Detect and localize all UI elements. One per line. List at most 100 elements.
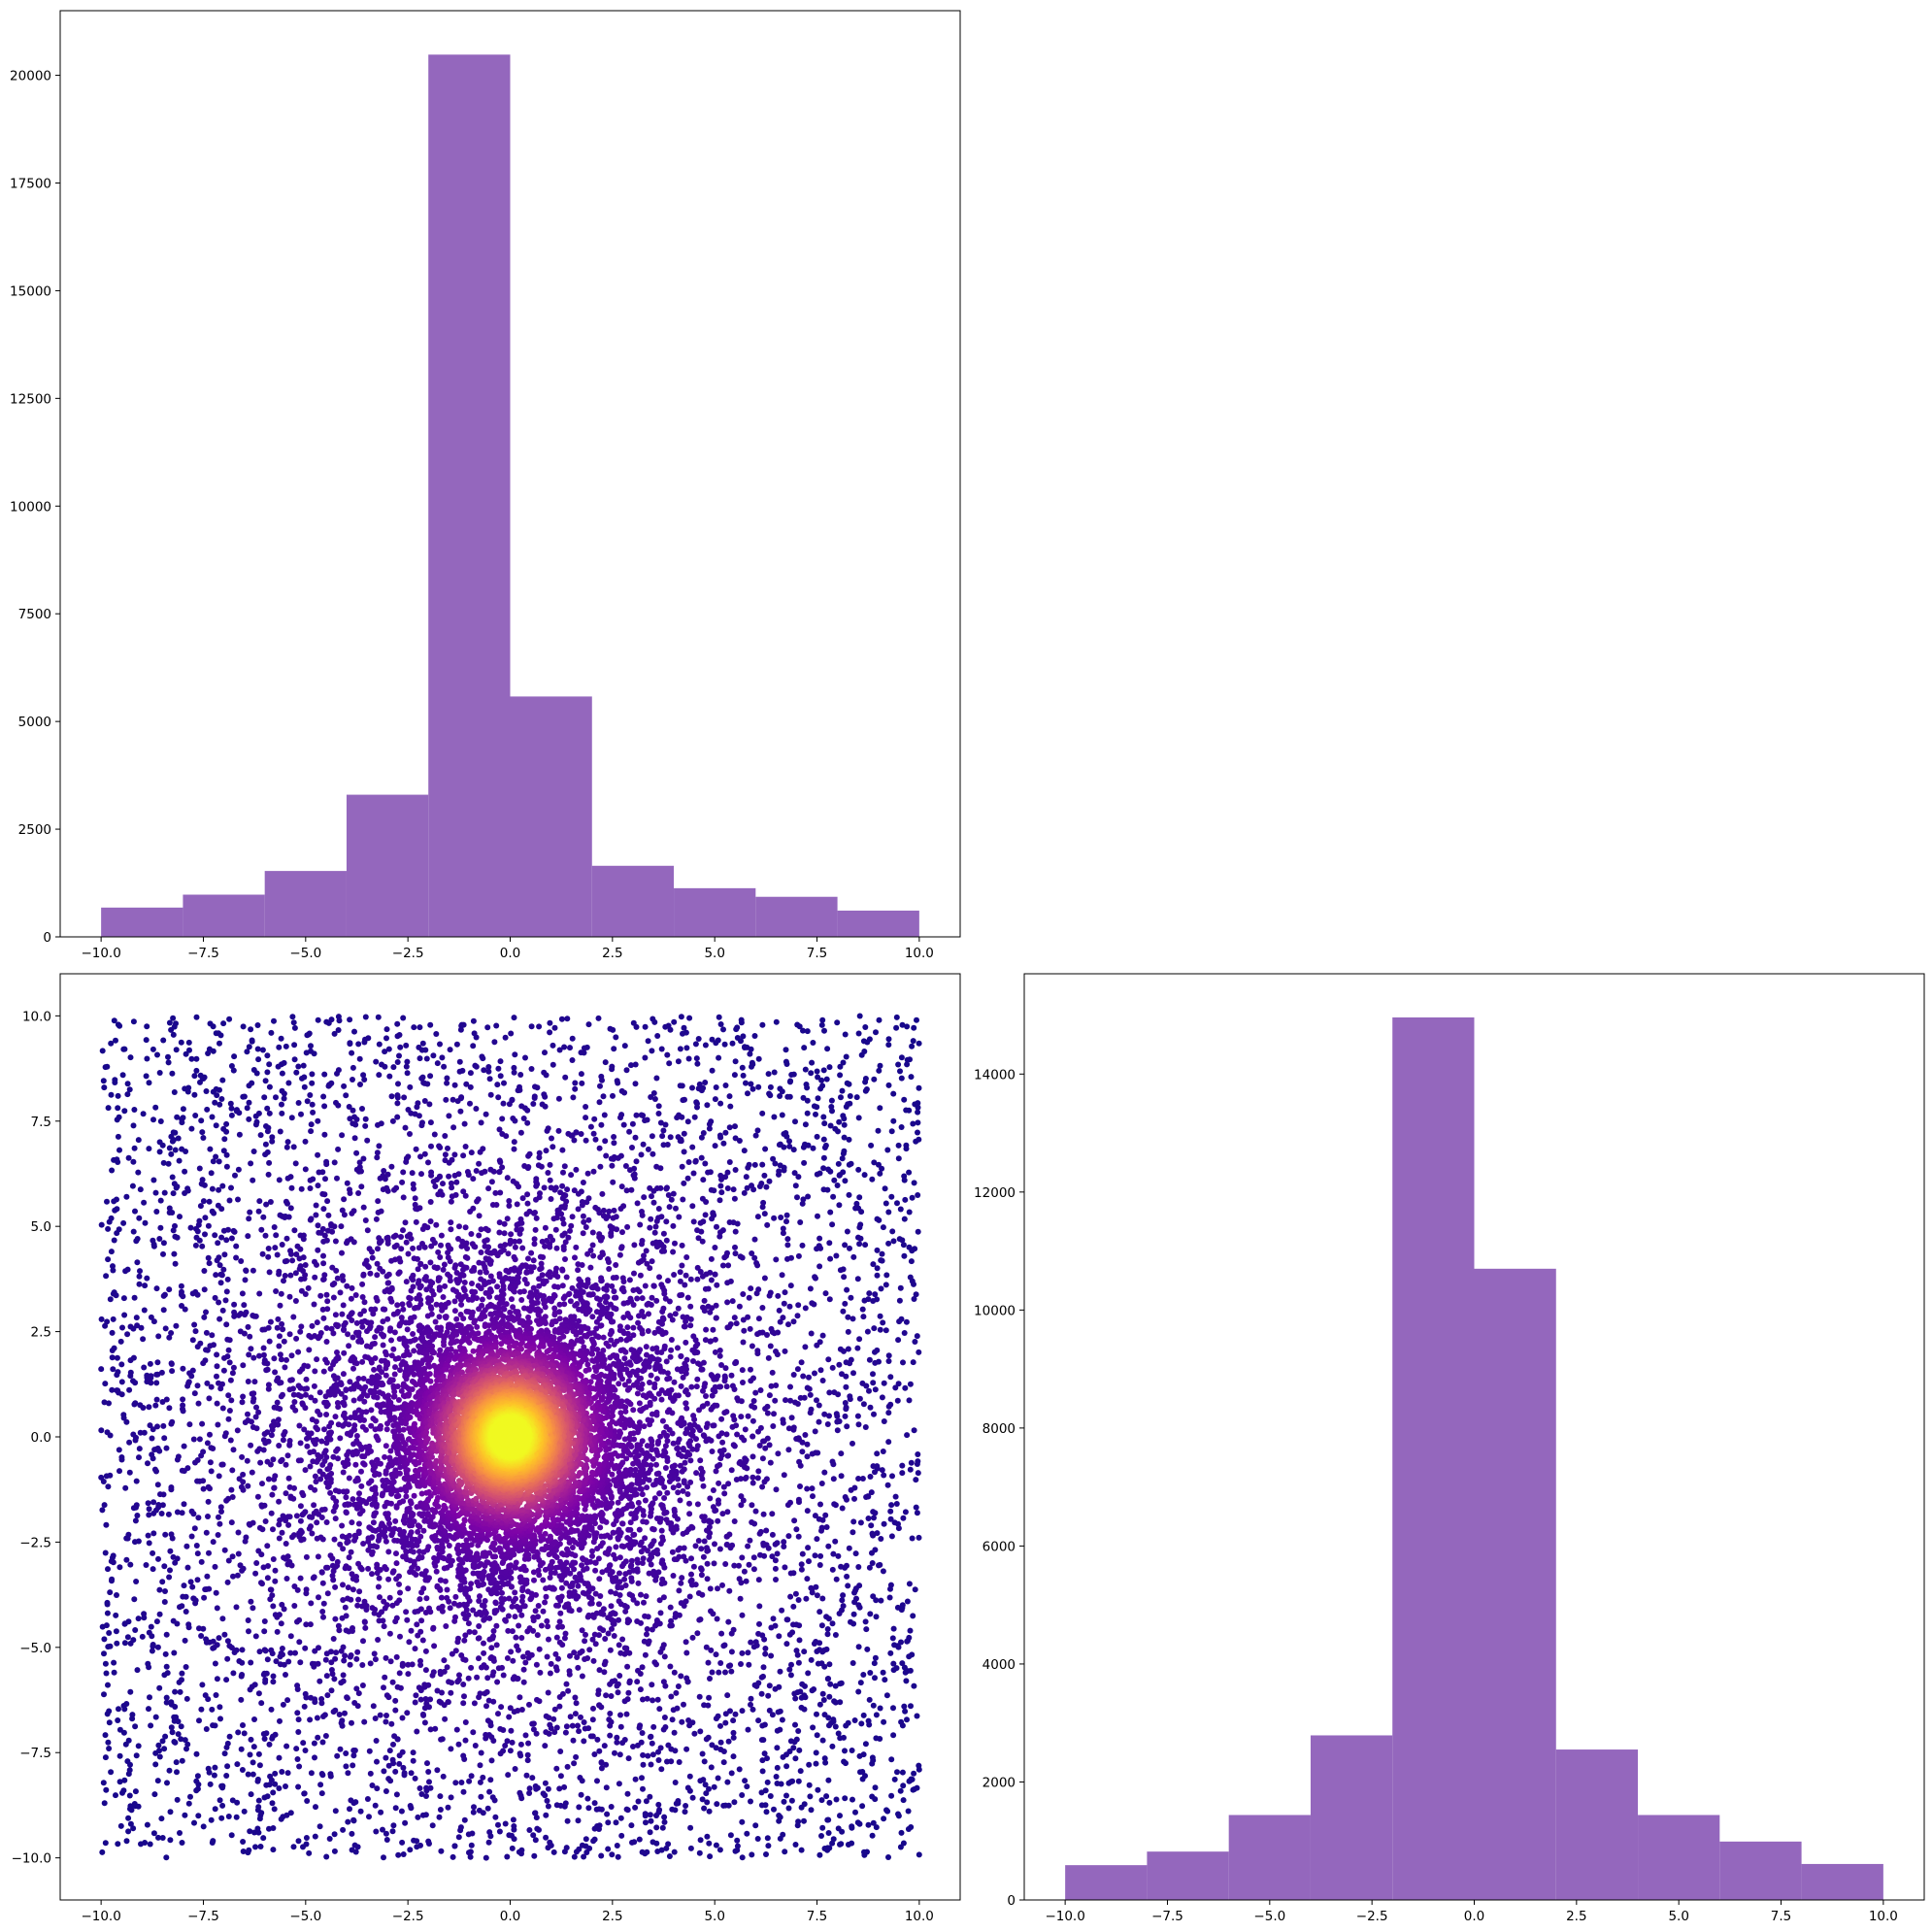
- scatter-point: [313, 1418, 319, 1425]
- scatter-point: [877, 1105, 883, 1112]
- scatter-point: [361, 1299, 368, 1306]
- scatter-point: [883, 1692, 890, 1699]
- scatter-point: [267, 1461, 274, 1468]
- scatter-point: [914, 1333, 920, 1340]
- scatter-point: [313, 1202, 319, 1209]
- scatter-point: [318, 1515, 325, 1520]
- scatter-point: [830, 1550, 837, 1557]
- scatter-point: [827, 1122, 834, 1129]
- scatter-point: [844, 1080, 850, 1086]
- scatter-point: [727, 1103, 734, 1110]
- scatter-point: [649, 1133, 655, 1140]
- scatter-point: [401, 1770, 408, 1777]
- scatter-point: [107, 1472, 114, 1479]
- scatter-point: [701, 1297, 708, 1304]
- scatter-point: [217, 1262, 223, 1269]
- scatter-point: [537, 1669, 544, 1676]
- scatter-point: [370, 1703, 377, 1710]
- scatter-point: [462, 1224, 469, 1231]
- scatter-point: [301, 1074, 308, 1081]
- scatter-point: [107, 1432, 114, 1439]
- scatter-point: [130, 1354, 137, 1361]
- scatter-point: [624, 1616, 631, 1623]
- scatter-point: [697, 1728, 704, 1735]
- scatter-point: [784, 1242, 791, 1249]
- scatter-point: [440, 1773, 447, 1780]
- scatter-point: [488, 1757, 495, 1764]
- scatter-point: [246, 1351, 252, 1358]
- scatter-point: [428, 1243, 435, 1249]
- scatter-point: [796, 1637, 803, 1644]
- scatter-point: [473, 1034, 480, 1041]
- scatter-point: [903, 1318, 910, 1325]
- scatter-point: [394, 1020, 401, 1027]
- scatter-point: [694, 1227, 701, 1234]
- scatter-point: [834, 1427, 841, 1434]
- scatter-point: [772, 1565, 779, 1572]
- scatter-point: [270, 1847, 277, 1853]
- scatter-point: [707, 1309, 714, 1316]
- scatter-point: [330, 1294, 337, 1301]
- scatter-point: [589, 1716, 596, 1723]
- scatter-point: [169, 1418, 176, 1425]
- scatter-point: [146, 1540, 152, 1547]
- scatter-point: [759, 1305, 766, 1311]
- scatter-point: [453, 1179, 460, 1185]
- scatter-point: [262, 1677, 269, 1683]
- scatter-point: [152, 1761, 159, 1768]
- scatter-point: [234, 1572, 241, 1579]
- scatter-point: [681, 1149, 687, 1155]
- scatter-point: [347, 1661, 353, 1668]
- scatter-point: [573, 1700, 580, 1707]
- scatter-point: [304, 1443, 311, 1449]
- scatter-point: [203, 1529, 210, 1536]
- scatter-point: [207, 1781, 214, 1787]
- scatter-point: [656, 1274, 662, 1281]
- scatter-point: [194, 1291, 201, 1298]
- scatter-point: [630, 1744, 636, 1749]
- scatter-point: [125, 1531, 132, 1538]
- scatter-point: [254, 1825, 261, 1832]
- scatter-point: [676, 1587, 683, 1594]
- scatter-point: [847, 1093, 853, 1099]
- scatter-point: [543, 1072, 550, 1079]
- scatter-point: [642, 1811, 649, 1817]
- scatter-point: [800, 1144, 807, 1150]
- scatter-point: [754, 1836, 761, 1842]
- scatter-point: [109, 1576, 116, 1582]
- scatter-point: [485, 1185, 492, 1192]
- scatter-point: [782, 1348, 788, 1354]
- scatter-point: [248, 1598, 254, 1605]
- scatter-point: [280, 1651, 285, 1658]
- scatter-point: [102, 1549, 109, 1556]
- scatter-point: [291, 1399, 298, 1405]
- scatter-point: [206, 1585, 213, 1592]
- scatter-point: [439, 1054, 446, 1061]
- scatter-point: [754, 1475, 761, 1482]
- scatter-point: [353, 1149, 360, 1156]
- scatter-point: [276, 1754, 283, 1761]
- scatter-point: [216, 1158, 222, 1165]
- scatter-point: [173, 1714, 180, 1720]
- scatter-point: [900, 1359, 906, 1366]
- scatter-point: [422, 1648, 429, 1654]
- scatter-point: [634, 1618, 641, 1624]
- scatter-point: [700, 1387, 706, 1394]
- scatter-point: [752, 1822, 759, 1829]
- scatter-point: [345, 1818, 351, 1825]
- scatter-point: [510, 1816, 516, 1823]
- scatter-point: [219, 1405, 226, 1412]
- scatter-point: [270, 1526, 276, 1533]
- scatter-point: [104, 1318, 111, 1325]
- scatter-point: [806, 1558, 812, 1565]
- scatter-point: [377, 1175, 383, 1182]
- scatter-point: [694, 1276, 701, 1282]
- scatter-point: [754, 1262, 761, 1269]
- scatter-point: [240, 1479, 247, 1485]
- scatter-point: [272, 1781, 279, 1787]
- scatter-point: [759, 1722, 766, 1729]
- scatter-point: [485, 1839, 492, 1846]
- scatter-point: [808, 1070, 815, 1077]
